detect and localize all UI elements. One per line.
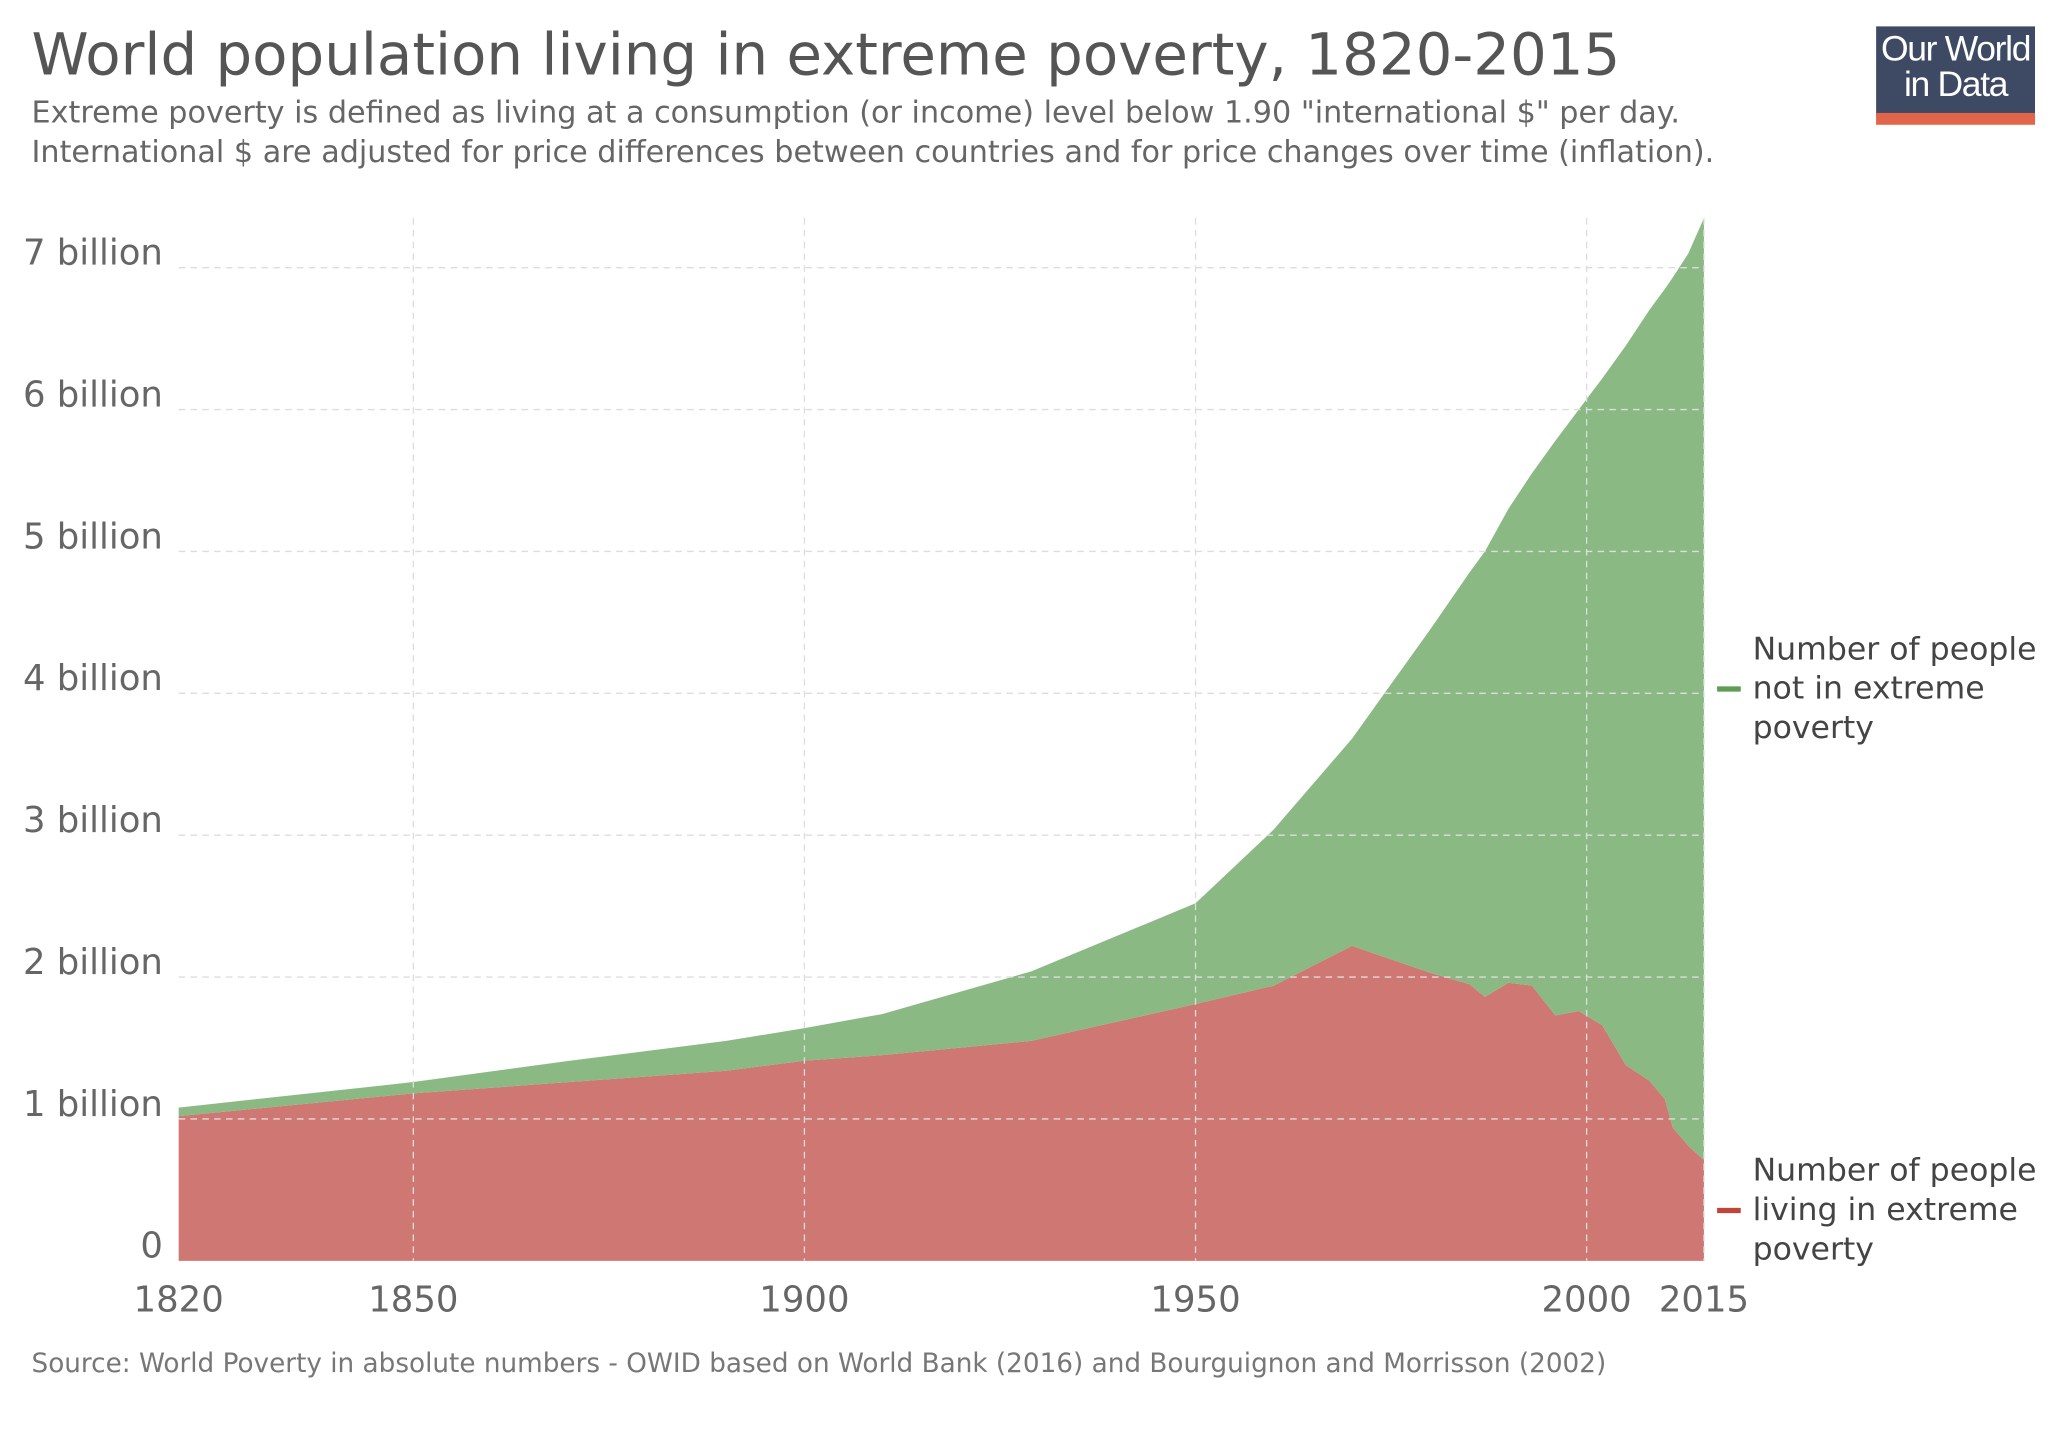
grid [178, 218, 1705, 1261]
y-tick-label: 0 [140, 1226, 163, 1267]
y-tick-label: 4 billion [23, 658, 163, 699]
logo: Our World in Data [1876, 26, 2036, 116]
y-tick-label: 5 billion [23, 516, 163, 557]
x-tick-label: 1950 [1150, 1280, 1240, 1321]
legend-box: Number of people not in extreme poverty [1752, 629, 2037, 746]
area [178, 218, 1704, 1161]
chart-subtitle: Extreme poverty is defined as living at … [32, 96, 1680, 131]
y-tick-label: 1 billion [23, 1084, 163, 1125]
areas [178, 218, 1704, 1261]
chart-title: World population living in extreme pover… [32, 21, 1621, 89]
y-tick-label: 2 billion [23, 942, 163, 983]
x-tick-label: 2000 [1542, 1280, 1632, 1321]
area [178, 945, 1704, 1261]
legend-box: Number of people living in extreme pover… [1752, 1151, 2037, 1267]
legend-label: Number of people living in extreme pover… [1752, 1151, 2037, 1267]
logo-box: Our World in Data [1876, 26, 2036, 116]
x-tick-label: 1820 [134, 1280, 224, 1321]
source: Source: World Poverty in absolute number… [32, 1349, 1607, 1379]
y-tick-label: 3 billion [23, 800, 163, 841]
y-tick-label: 6 billion [23, 374, 163, 415]
x-tick-label: 1850 [368, 1280, 458, 1321]
logo-bar [1876, 112, 2036, 125]
legend-label: Number of people not in extreme poverty [1752, 629, 2037, 746]
y-tick-label: 7 billion [23, 233, 163, 274]
chart-subtitle: International $ are adjusted for price d… [32, 135, 1715, 170]
x-tick-label: 1900 [759, 1280, 849, 1321]
x-tick-label: 2015 [1659, 1280, 1749, 1321]
